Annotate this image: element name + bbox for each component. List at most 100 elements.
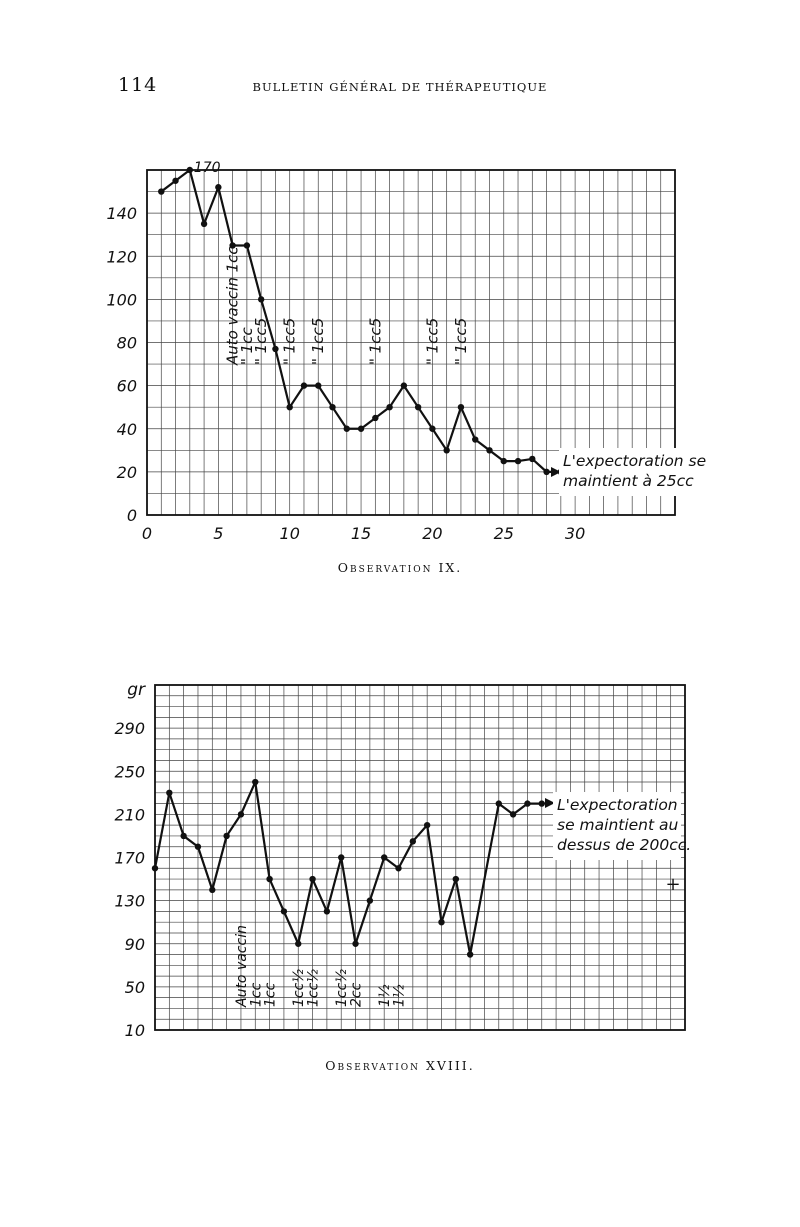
data-point <box>338 854 345 861</box>
note-line: L'expectoration <box>557 796 678 814</box>
note-arrow-head <box>551 467 561 477</box>
data-point <box>495 800 502 807</box>
data-point <box>524 800 531 807</box>
data-point <box>386 403 393 411</box>
data-point <box>438 918 445 926</box>
y-tick-label: 210 <box>114 805 145 824</box>
data-point <box>500 457 507 465</box>
caption-observation-ix: Observation IX. <box>337 560 463 575</box>
page-header: 114 BULLETIN GÉNÉRAL DE THÉRAPEUTIQUE <box>0 74 800 98</box>
peak-label: 170 <box>194 160 221 176</box>
y-tick-label: 80 <box>117 334 137 353</box>
plus-mark: + <box>665 874 680 895</box>
plot-frame <box>154 684 686 1031</box>
dose-annotation: 1cc½ <box>291 969 307 1007</box>
dose-annotation: 1cc <box>248 982 264 1007</box>
x-tick-label: 0 <box>142 524 152 543</box>
dose-annotation: " 1cc5 <box>366 318 384 365</box>
y-tick-label: 170 <box>114 849 145 868</box>
note-arrow-head <box>545 798 555 808</box>
data-point <box>543 468 550 476</box>
data-point <box>472 436 479 443</box>
y-tick-label: 290 <box>114 719 145 738</box>
x-tick-label: 25 <box>494 524 514 543</box>
unit-label: gr <box>127 680 146 700</box>
data-point <box>457 403 465 411</box>
y-tick-label: 40 <box>117 420 137 439</box>
data-point <box>372 414 379 422</box>
data-point <box>229 242 236 249</box>
data-point <box>452 875 460 883</box>
note-line: maintient à 25cc <box>563 472 694 490</box>
data-point <box>295 940 302 947</box>
dose-annotation: " 1cc5 <box>452 318 470 365</box>
data-point <box>315 382 322 389</box>
y-tick-label: 50 <box>125 978 145 997</box>
note-line: se maintient au <box>557 816 679 834</box>
y-tick-label: 0 <box>127 506 137 525</box>
dose-annotation: " 1cc5 <box>281 318 299 365</box>
dose-annotation: " 1cc5 <box>252 318 270 365</box>
data-point <box>223 832 230 840</box>
data-point <box>409 838 417 845</box>
y-tick-label: 130 <box>114 892 145 911</box>
x-tick-label: 5 <box>213 524 223 543</box>
data-point <box>266 875 273 883</box>
data-point <box>280 908 288 915</box>
data-point <box>158 188 165 195</box>
data-point <box>329 403 336 411</box>
data-point <box>323 908 331 915</box>
data-point <box>237 811 245 818</box>
dose-annotation: Auto vaccin 1cc <box>224 246 242 366</box>
dose-annotation: Auto vaccin <box>234 925 250 1008</box>
y-tick-label: 60 <box>117 377 137 396</box>
dose-annotation: 1½ <box>377 984 393 1007</box>
data-point <box>243 242 251 249</box>
data-point <box>200 220 208 228</box>
data-point <box>343 425 350 432</box>
y-tick-label: 250 <box>114 762 145 781</box>
data-point <box>172 177 179 184</box>
x-tick-label: 20 <box>422 524 442 543</box>
data-point <box>486 447 493 454</box>
data-point <box>395 865 402 872</box>
data-point <box>423 821 431 829</box>
y-tick-label: 90 <box>125 935 145 954</box>
caption-observation-xviii: Observation XVIII. <box>325 1058 475 1073</box>
chart-observation-ix: 0 20 40 60 80 100 120 140 0 5 10 15 20 25 30 Auto vacci… <box>106 160 706 543</box>
data-point <box>529 455 536 463</box>
data-point <box>443 447 450 454</box>
data-point <box>300 382 308 389</box>
note-background <box>553 792 681 860</box>
x-tick-label: 30 <box>565 524 585 543</box>
running-title: BULLETIN GÉNÉRAL DE THÉRAPEUTIQUE <box>252 80 548 94</box>
data-point <box>151 865 159 872</box>
dose-annotation: " 1cc5 <box>309 318 327 365</box>
data-point <box>180 832 187 840</box>
data-point <box>357 425 365 432</box>
x-tick-label: 10 <box>280 524 300 543</box>
dose-annotation: 1cc½ <box>306 969 322 1007</box>
note-line: L'expectoration se <box>563 452 706 470</box>
data-point <box>414 403 422 411</box>
dose-annotation: " 1cc5 <box>423 318 441 365</box>
x-tick-label: 15 <box>351 524 371 543</box>
y-tick-label: 120 <box>106 247 137 266</box>
y-tick-label: 100 <box>106 290 137 309</box>
data-point <box>466 951 474 958</box>
y-tick-label: 140 <box>106 204 137 223</box>
data-point <box>366 897 374 904</box>
data-point <box>194 843 202 850</box>
data-point <box>215 184 222 191</box>
plot-frame <box>146 169 676 516</box>
data-point <box>286 403 293 411</box>
dose-annotation: 1cc½ <box>334 969 350 1007</box>
note-line: dessus de 200cc. <box>557 836 691 854</box>
data-point <box>509 811 517 818</box>
data-point <box>272 345 279 353</box>
data-point <box>252 778 259 786</box>
y-tick-label: 10 <box>125 1021 145 1040</box>
data-point <box>309 875 316 883</box>
note-background <box>559 448 677 496</box>
